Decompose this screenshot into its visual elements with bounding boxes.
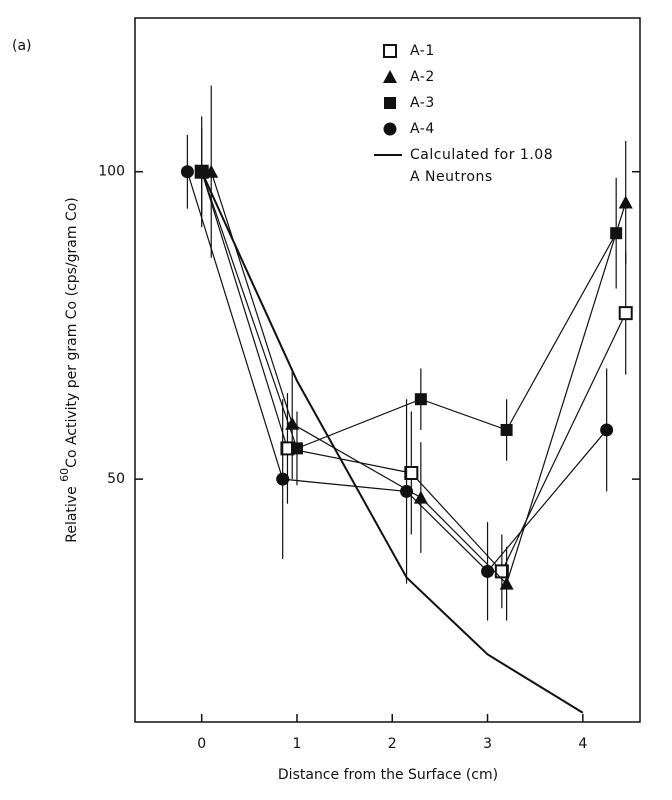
marker bbox=[383, 70, 397, 83]
y-label-prefix: Relative bbox=[64, 482, 80, 543]
marker bbox=[618, 306, 633, 321]
x-tick-label: 2 bbox=[388, 736, 397, 752]
series-line bbox=[210, 171, 627, 585]
marker bbox=[494, 564, 509, 579]
legend-symbol bbox=[374, 154, 402, 156]
legend-symbol bbox=[383, 122, 397, 136]
legend-item: A-1 bbox=[370, 40, 600, 66]
marker bbox=[600, 423, 614, 437]
marker bbox=[413, 490, 428, 504]
x-tick-label: 1 bbox=[293, 736, 302, 752]
marker bbox=[180, 165, 194, 179]
legend-label: A-3 bbox=[410, 95, 435, 111]
marker bbox=[499, 576, 514, 590]
marker bbox=[204, 164, 219, 178]
marker bbox=[481, 564, 495, 578]
legend-item: Calculated for 1.08 A Neutrons bbox=[370, 144, 600, 192]
y-axis-label: Relative 60Co Activity per gram Co (cps/… bbox=[58, 197, 80, 543]
legend-symbol bbox=[383, 70, 397, 83]
marker bbox=[610, 227, 623, 240]
y-tick-label: 100 bbox=[98, 164, 125, 180]
plot-frame bbox=[134, 17, 641, 723]
y-tick-label: 50 bbox=[107, 471, 125, 487]
marker bbox=[404, 465, 419, 480]
x-tick-label: 4 bbox=[578, 736, 587, 752]
marker bbox=[400, 484, 414, 498]
x-axis-label: Distance from the Surface (cm) bbox=[278, 767, 498, 783]
marker bbox=[618, 195, 633, 209]
legend-symbol bbox=[383, 44, 397, 58]
marker bbox=[500, 423, 513, 436]
panel-label: (a) bbox=[12, 38, 32, 54]
legend: A-1 A-2 A-3 A-4 Calculated for 1.08 A Neutro… bbox=[370, 40, 600, 192]
series-line bbox=[186, 171, 608, 573]
legend-symbol bbox=[384, 97, 396, 109]
marker bbox=[383, 122, 397, 136]
x-tick-label: 0 bbox=[197, 736, 206, 752]
marker bbox=[414, 393, 427, 406]
legend-item: A-4 bbox=[370, 118, 600, 144]
y-label-sup: 60 bbox=[58, 468, 71, 482]
marker bbox=[276, 472, 290, 486]
marker bbox=[290, 442, 303, 455]
series-line bbox=[201, 171, 627, 573]
marker bbox=[384, 97, 396, 109]
legend-label: Calculated for 1.08 A Neutrons bbox=[410, 147, 554, 185]
marker bbox=[383, 44, 397, 58]
marker bbox=[285, 416, 300, 430]
legend-item: A-3 bbox=[370, 92, 600, 118]
legend-label: A-2 bbox=[410, 69, 435, 85]
legend-label: A-4 bbox=[410, 121, 435, 137]
legend-item: A-2 bbox=[370, 66, 600, 92]
x-tick-label: 3 bbox=[483, 736, 492, 752]
series-line bbox=[200, 171, 584, 714]
y-label-rest: Co Activity per gram Co (cps/gram Co) bbox=[64, 197, 80, 468]
legend-label: A-1 bbox=[410, 43, 435, 59]
